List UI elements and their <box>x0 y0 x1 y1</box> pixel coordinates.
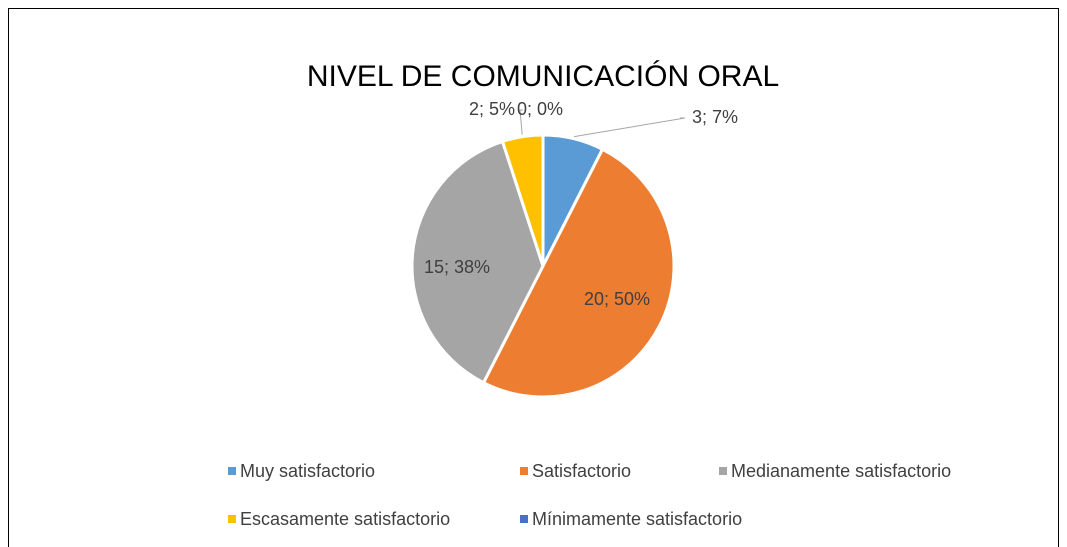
legend-marker <box>228 467 236 475</box>
data-label: 15; 38% <box>424 257 490 277</box>
data-label: 0; 0% <box>517 99 563 119</box>
legend-label: Mínimamente satisfactorio <box>532 509 742 529</box>
data-label: 3; 7% <box>692 107 738 127</box>
legend-marker <box>228 515 236 523</box>
legend-marker <box>719 467 727 475</box>
legend-label: Muy satisfactorio <box>240 461 375 481</box>
data-label: 20; 50% <box>584 289 650 309</box>
leader-line <box>573 117 686 138</box>
legend-label: Medianamente satisfactorio <box>731 461 951 481</box>
legend-marker <box>520 515 528 523</box>
pie-slice <box>481 147 676 399</box>
data-label: 2; 5% <box>469 99 515 119</box>
leader-line <box>519 109 523 135</box>
chart-title: NIVEL DE COMUNICACIÓN ORAL <box>307 60 779 93</box>
legend-marker <box>520 467 528 475</box>
legend-label: Escasamente satisfactorio <box>240 509 450 529</box>
pie-slice <box>410 139 545 385</box>
legend-label: Satisfactorio <box>532 461 631 481</box>
